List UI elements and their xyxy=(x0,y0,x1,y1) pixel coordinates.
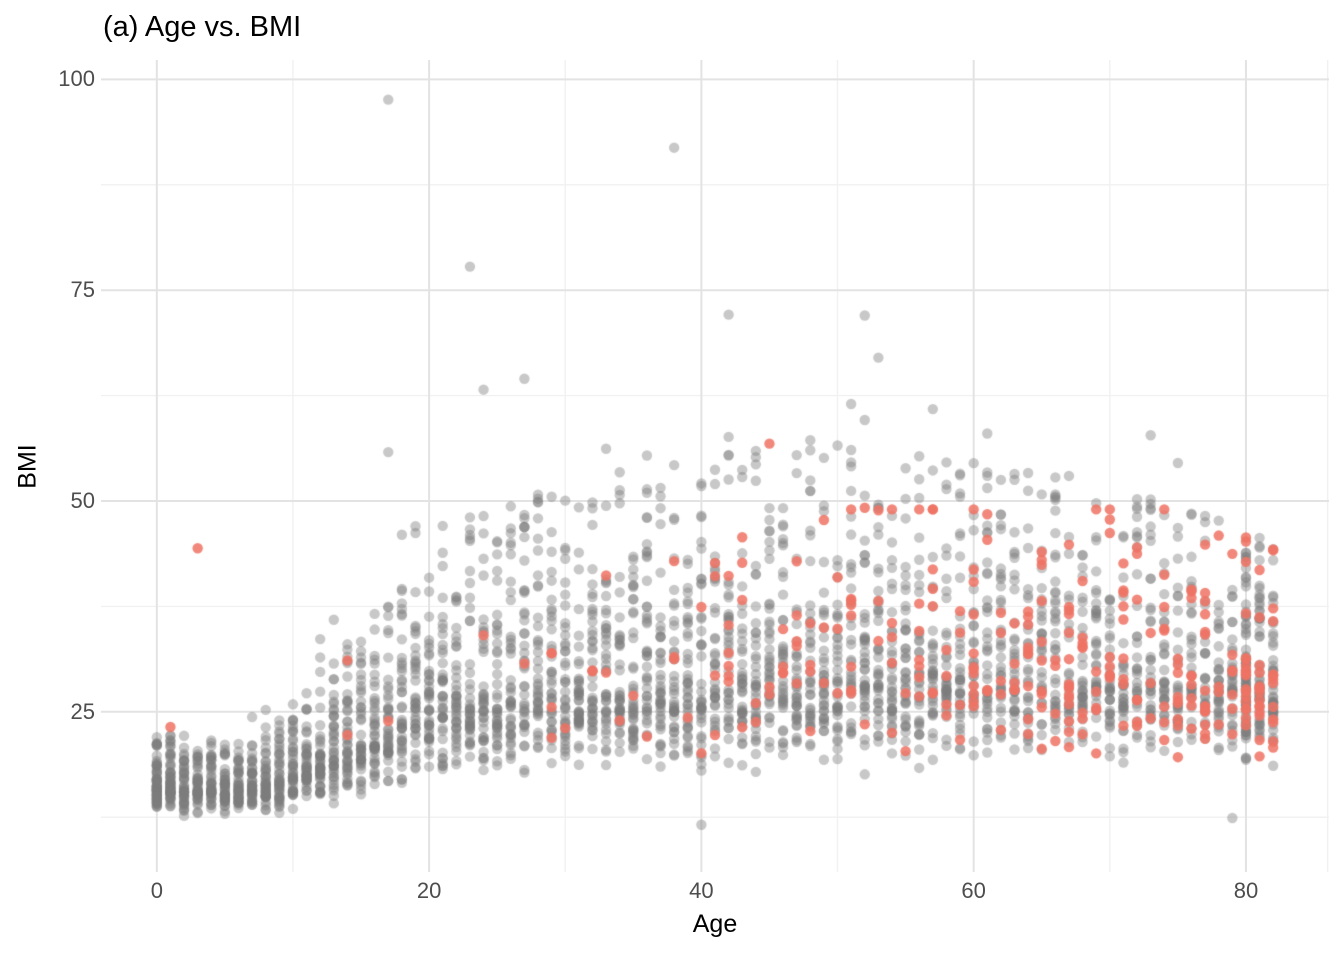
y-tick-label: 100 xyxy=(58,66,95,92)
y-tick-label: 25 xyxy=(70,698,95,724)
x-tick-label: 0 xyxy=(150,878,163,903)
x-tick-label: 20 xyxy=(416,878,442,903)
y-axis-title: BMI xyxy=(13,443,42,489)
x-axis-title: Age xyxy=(692,910,738,938)
plot-panel xyxy=(101,60,1329,872)
scatter-points-canvas xyxy=(101,60,1329,872)
y-tick-label: 75 xyxy=(70,277,95,303)
x-tick-label: 60 xyxy=(961,878,986,903)
y-axis-title-box: BMI xyxy=(10,60,46,872)
x-tick-label: 80 xyxy=(1233,878,1259,903)
chart-title: (a) Age vs. BMI xyxy=(103,11,302,43)
x-tick-label: 40 xyxy=(689,878,714,903)
y-tick-label: 50 xyxy=(70,487,95,513)
